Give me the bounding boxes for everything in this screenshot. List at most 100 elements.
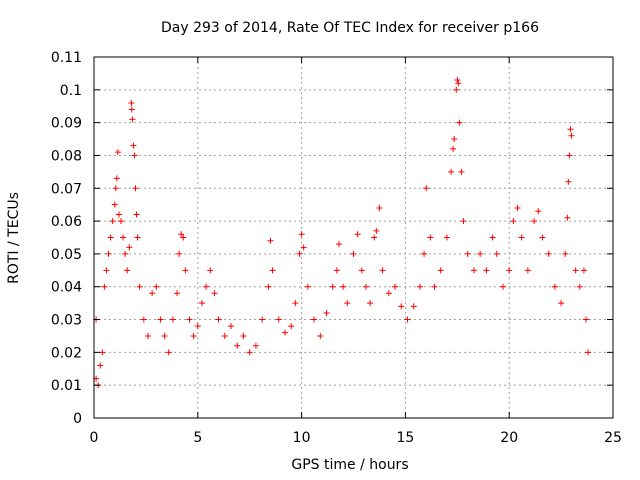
data-point: [215, 316, 222, 323]
data-point: [298, 231, 305, 238]
y-tick-label: 0.1: [60, 83, 82, 99]
data-point: [323, 309, 330, 316]
data-point: [506, 267, 513, 274]
y-tick-label: 0.05: [51, 247, 82, 263]
x-tick-label: 5: [193, 430, 202, 446]
data-point: [117, 218, 124, 225]
data-point: [448, 168, 455, 175]
x-tick-label: 0: [90, 430, 99, 446]
data-point: [169, 316, 176, 323]
data-points: [93, 76, 592, 389]
data-point: [265, 283, 272, 290]
data-point: [410, 303, 417, 310]
data-point: [105, 250, 112, 257]
data-point: [296, 250, 303, 257]
data-point: [109, 218, 116, 225]
data-point: [437, 267, 444, 274]
data-point: [317, 332, 324, 339]
data-point: [111, 201, 118, 208]
data-point: [551, 283, 558, 290]
x-axis-label: GPS time / hours: [291, 457, 408, 473]
data-point: [129, 116, 136, 123]
data-point: [451, 136, 458, 143]
grid-lines: [94, 57, 613, 418]
y-tick-label: 0.04: [51, 280, 82, 296]
data-point: [259, 316, 266, 323]
data-point: [267, 237, 274, 244]
data-point: [371, 234, 378, 241]
data-point: [385, 290, 392, 297]
data-point: [344, 300, 351, 307]
data-point: [335, 241, 342, 248]
data-point: [358, 267, 365, 274]
data-point: [136, 283, 143, 290]
data-point: [194, 323, 201, 330]
data-point: [207, 267, 214, 274]
data-point: [431, 283, 438, 290]
data-point: [228, 323, 235, 330]
data-point: [97, 362, 104, 369]
data-point: [252, 342, 259, 349]
y-tick-label: 0.09: [51, 116, 82, 132]
axis-ticks: [93, 56, 614, 419]
data-point: [416, 283, 423, 290]
data-point: [583, 316, 590, 323]
data-point: [460, 218, 467, 225]
data-point: [510, 218, 517, 225]
data-point: [120, 234, 127, 241]
data-point: [128, 106, 135, 113]
data-point: [427, 234, 434, 241]
data-point: [292, 300, 299, 307]
data-point: [103, 267, 110, 274]
data-point: [514, 204, 521, 211]
x-tick-label: 25: [604, 430, 622, 446]
data-point: [350, 250, 357, 257]
data-point: [203, 283, 210, 290]
data-point: [122, 250, 129, 257]
data-point: [572, 267, 579, 274]
data-point: [464, 250, 471, 257]
y-tick-label: 0.07: [51, 181, 82, 197]
data-point: [311, 316, 318, 323]
data-point: [269, 267, 276, 274]
y-tick-label: 0.02: [51, 345, 82, 361]
data-point: [483, 267, 490, 274]
data-point: [240, 332, 247, 339]
data-point: [107, 234, 114, 241]
data-point: [134, 234, 141, 241]
data-point: [180, 234, 187, 241]
data-point: [300, 244, 307, 251]
data-point: [153, 283, 160, 290]
data-point: [362, 283, 369, 290]
data-point: [354, 231, 361, 238]
data-point: [281, 329, 288, 336]
data-point: [535, 208, 542, 215]
data-point: [246, 349, 253, 356]
data-point: [392, 283, 399, 290]
y-tick-label: 0.03: [51, 313, 82, 329]
data-point: [144, 332, 151, 339]
data-point: [423, 185, 430, 192]
data-point: [115, 211, 122, 218]
data-point: [562, 250, 569, 257]
data-point: [568, 132, 575, 139]
x-tick-label: 10: [293, 430, 311, 446]
data-point: [524, 267, 531, 274]
data-point: [128, 99, 135, 106]
data-point: [211, 290, 218, 297]
axis-tick-labels: 0 5 10 15 20 25 0 0.01 0.02 0.03 0.04 0.05 0.06 0.07 0…: [51, 50, 622, 446]
data-point: [340, 283, 347, 290]
data-point: [450, 145, 457, 152]
data-point: [567, 126, 574, 133]
data-point: [99, 349, 106, 356]
data-point: [333, 267, 340, 274]
data-point: [304, 283, 311, 290]
data-point: [470, 267, 477, 274]
data-point: [186, 316, 193, 323]
data-point: [165, 349, 172, 356]
data-point: [133, 211, 140, 218]
data-point: [565, 178, 572, 185]
data-point: [545, 250, 552, 257]
data-point: [182, 267, 189, 274]
